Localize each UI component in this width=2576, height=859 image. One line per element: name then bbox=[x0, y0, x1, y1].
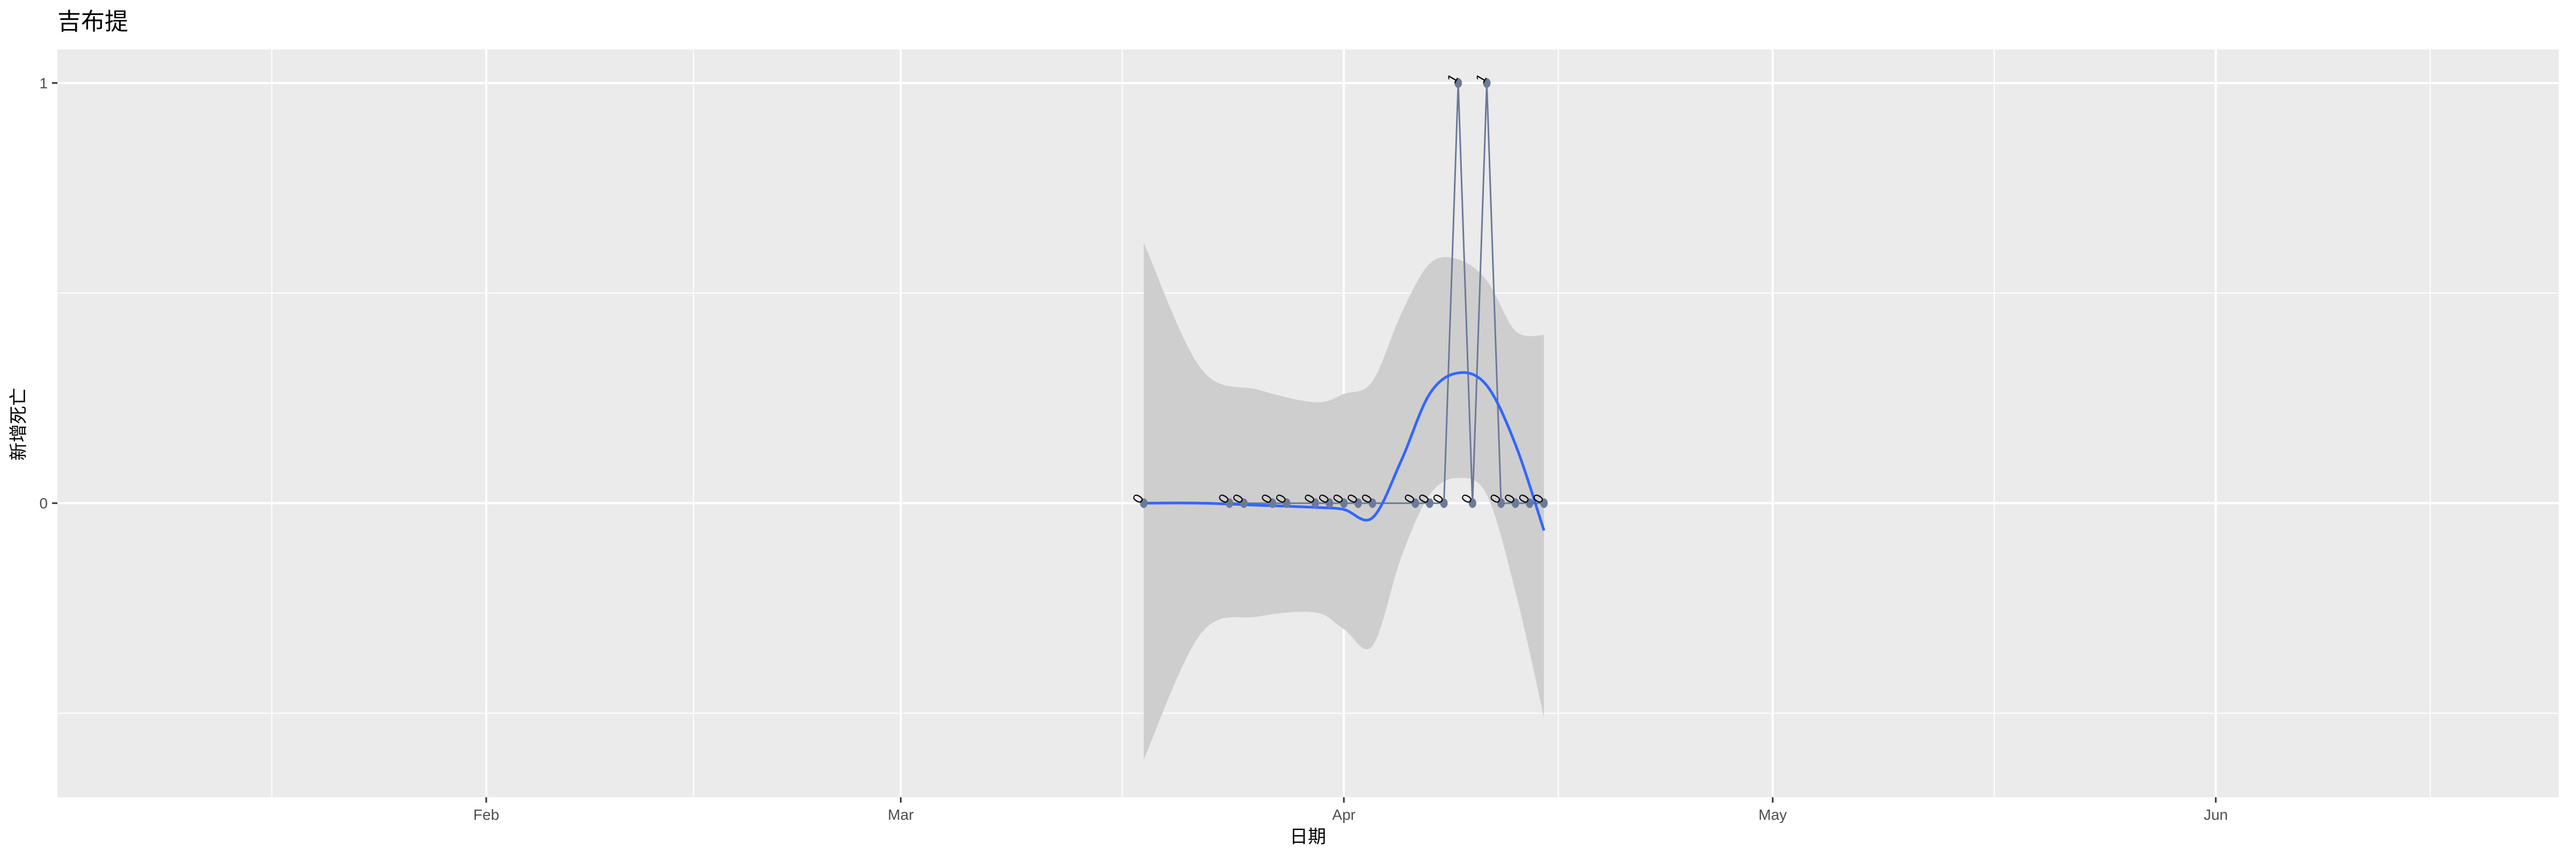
x-axis: Feb Mar Apr May Jun bbox=[473, 797, 2228, 823]
data-point bbox=[1468, 498, 1476, 508]
data-point bbox=[1311, 498, 1319, 508]
x-tick-label: Jun bbox=[2204, 806, 2228, 823]
data-point bbox=[1440, 498, 1448, 508]
data-point bbox=[1240, 498, 1248, 508]
data-point bbox=[1425, 498, 1433, 508]
data-point bbox=[1368, 498, 1377, 508]
data-point bbox=[1483, 78, 1491, 88]
x-tick-label: May bbox=[1759, 806, 1787, 823]
data-point bbox=[1340, 498, 1348, 508]
data-point bbox=[1497, 498, 1505, 508]
y-axis: 01 bbox=[39, 75, 57, 512]
data-point bbox=[1526, 498, 1534, 508]
data-point bbox=[1226, 498, 1234, 508]
x-tick-label: Apr bbox=[1332, 806, 1356, 823]
y-tick-label: 0 bbox=[39, 495, 48, 512]
smooth-curve bbox=[1144, 371, 1546, 531]
y-tick-label: 1 bbox=[39, 75, 48, 92]
data-point bbox=[1540, 498, 1548, 508]
x-tick-label: Mar bbox=[888, 806, 913, 823]
data-point bbox=[1283, 498, 1291, 508]
x-axis-title: 日期 bbox=[1290, 826, 1326, 848]
data-point bbox=[1411, 498, 1419, 508]
x-tick-label: Feb bbox=[473, 806, 499, 823]
data-point bbox=[1454, 78, 1462, 88]
data-point bbox=[1326, 498, 1334, 508]
smooth-line bbox=[1144, 371, 1546, 531]
data-point bbox=[1268, 498, 1276, 508]
data-point bbox=[1140, 498, 1148, 508]
data-points bbox=[1140, 78, 1548, 508]
chart-title: 吉布提 bbox=[57, 8, 128, 35]
data-point bbox=[1511, 498, 1519, 508]
data-point bbox=[1354, 498, 1362, 508]
y-axis-title: 新增死亡 bbox=[8, 388, 30, 461]
